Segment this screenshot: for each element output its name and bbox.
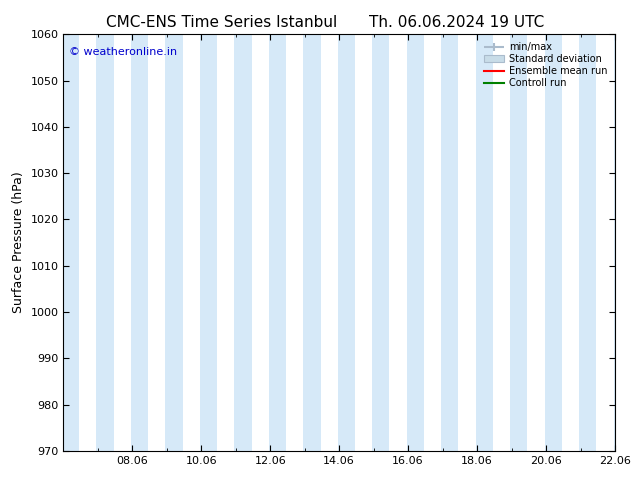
Bar bbox=[545, 34, 562, 451]
Bar bbox=[165, 34, 183, 451]
Text: Th. 06.06.2024 19 UTC: Th. 06.06.2024 19 UTC bbox=[369, 15, 544, 30]
Bar bbox=[200, 34, 217, 451]
Text: © weatheronline.in: © weatheronline.in bbox=[69, 47, 177, 57]
Bar bbox=[614, 34, 615, 451]
Bar bbox=[235, 34, 252, 451]
Bar bbox=[131, 34, 148, 451]
Y-axis label: Surface Pressure (hPa): Surface Pressure (hPa) bbox=[12, 172, 25, 314]
Bar bbox=[96, 34, 113, 451]
Bar bbox=[510, 34, 527, 451]
Bar bbox=[372, 34, 389, 451]
Bar bbox=[63, 34, 79, 451]
Bar bbox=[269, 34, 286, 451]
Bar bbox=[303, 34, 321, 451]
Bar bbox=[441, 34, 458, 451]
Bar bbox=[476, 34, 493, 451]
Text: CMC-ENS Time Series Istanbul: CMC-ENS Time Series Istanbul bbox=[107, 15, 337, 30]
Bar bbox=[406, 34, 424, 451]
Legend: min/max, Standard deviation, Ensemble mean run, Controll run: min/max, Standard deviation, Ensemble me… bbox=[481, 39, 610, 91]
Bar bbox=[579, 34, 597, 451]
Bar bbox=[338, 34, 355, 451]
